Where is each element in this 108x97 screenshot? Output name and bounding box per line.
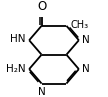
Text: N: N <box>38 87 45 97</box>
Text: HN: HN <box>10 34 26 45</box>
Text: N: N <box>82 64 89 74</box>
Text: CH₃: CH₃ <box>70 20 88 30</box>
Text: H₂N: H₂N <box>6 64 25 74</box>
Text: O: O <box>37 0 46 13</box>
Text: N: N <box>82 35 89 45</box>
